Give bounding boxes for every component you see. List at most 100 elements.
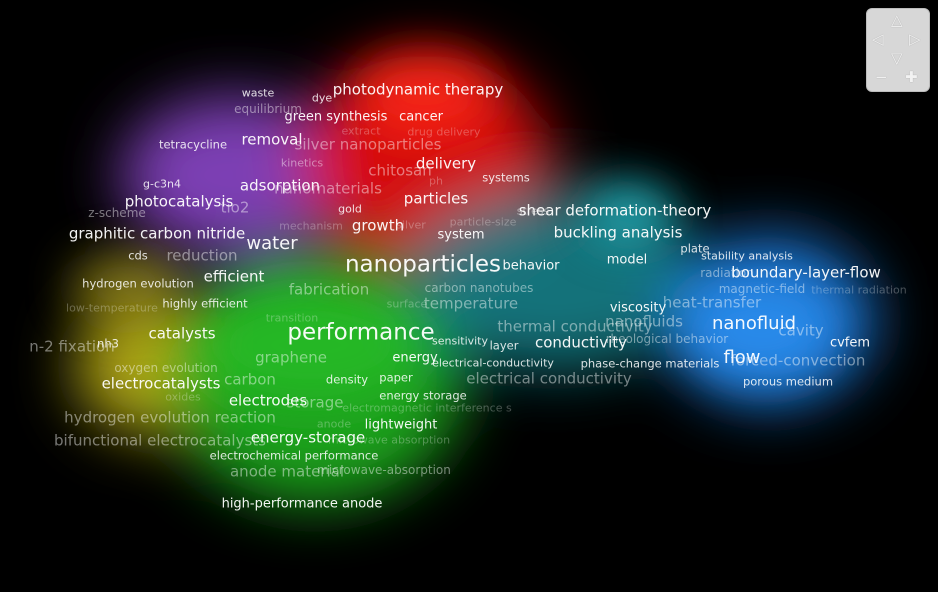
term-label[interactable]: reduction <box>166 246 238 265</box>
term-label[interactable]: g-c3n4 <box>143 177 181 191</box>
term-label[interactable]: electromagnetic interference s <box>342 401 512 415</box>
term-label[interactable]: hydrogen evolution reaction <box>64 408 276 427</box>
term-label[interactable]: silver nanoparticles <box>294 135 442 154</box>
term-label[interactable]: systems <box>482 170 530 185</box>
zoom-out-icon[interactable]: − <box>875 68 888 86</box>
term-label[interactable]: plate <box>680 241 710 256</box>
term-label[interactable]: tio2 <box>220 198 250 217</box>
term-label[interactable]: particles <box>403 189 469 208</box>
term-label[interactable]: model <box>606 252 648 268</box>
term-label[interactable]: electrical-conductivity <box>432 356 554 370</box>
term-label[interactable]: boundary-layer-flow <box>731 263 881 282</box>
term-label[interactable]: cancer <box>399 109 443 125</box>
term-label[interactable]: electrodes <box>228 391 308 410</box>
term-label[interactable]: efficient <box>203 267 265 286</box>
term-label[interactable]: phase-change materials <box>580 356 720 371</box>
term-label[interactable]: energy storage <box>379 388 467 403</box>
term-label[interactable]: magnetic-field <box>718 282 806 296</box>
term-label[interactable]: low-temperature <box>66 301 158 315</box>
term-label[interactable]: performance <box>287 319 435 346</box>
term-label[interactable]: nanoparticles <box>344 251 502 278</box>
term-label[interactable]: graphitic carbon nitride <box>68 224 246 243</box>
term-label[interactable]: oxygen evolution <box>114 361 218 375</box>
term-label[interactable]: density <box>325 372 369 387</box>
term-label[interactable]: electrochemical performance <box>209 448 379 463</box>
term-label[interactable]: anode material <box>229 462 345 481</box>
term-label[interactable]: kinetics <box>280 156 324 170</box>
term-label[interactable]: shear deformation-theory <box>518 201 712 220</box>
term-label[interactable]: drug delivery <box>407 125 481 139</box>
term-label[interactable]: waste <box>241 86 275 100</box>
term-label[interactable]: viscosity <box>609 300 667 316</box>
term-label[interactable]: silver <box>396 218 426 232</box>
term-label[interactable]: radiation <box>700 266 754 280</box>
term-label[interactable]: heat-transfer <box>662 293 762 312</box>
term-label[interactable]: bifunctional electrocatalysts <box>54 431 266 450</box>
term-label[interactable]: transition <box>265 311 319 325</box>
term-label[interactable]: thermal radiation <box>811 283 907 297</box>
term-label[interactable]: cvfem <box>829 335 871 351</box>
term-label[interactable]: nh3 <box>97 336 119 351</box>
term-label[interactable]: growth <box>351 216 405 235</box>
term-label[interactable]: storage <box>286 393 344 412</box>
term-label[interactable]: stability analysis <box>701 249 793 263</box>
term-label[interactable]: chitosan <box>368 161 432 180</box>
term-label[interactable]: temperature <box>423 294 519 313</box>
term-label[interactable]: sensitivity <box>431 334 489 348</box>
pan-right-icon[interactable]: ▷ <box>909 30 921 48</box>
term-label[interactable]: forced-convection <box>730 351 866 370</box>
term-label[interactable]: oxides <box>165 390 201 404</box>
term-label[interactable]: dye <box>311 91 333 105</box>
pan-left-icon[interactable]: ◁ <box>872 30 884 48</box>
term-label[interactable]: cds <box>128 248 148 263</box>
term-label[interactable]: hydrogen evolution <box>82 276 194 291</box>
term-label[interactable]: catalysts <box>148 324 216 343</box>
term-label[interactable]: energy-storage <box>250 428 366 447</box>
term-label[interactable]: green synthesis <box>284 109 388 125</box>
term-label[interactable]: system <box>437 227 485 243</box>
term-label[interactable]: electrical conductivity <box>466 369 632 388</box>
term-label[interactable]: cavity <box>778 321 824 340</box>
term-label[interactable]: nanofluids <box>605 312 683 331</box>
term-label[interactable]: removal <box>241 130 303 149</box>
term-label[interactable]: ph <box>429 174 443 188</box>
term-label[interactable]: buckling analysis <box>553 223 683 242</box>
term-label[interactable]: photocatalysis <box>124 192 234 211</box>
term-label[interactable]: fabrication <box>288 280 370 299</box>
term-label[interactable]: tetracycline <box>158 137 228 152</box>
term-label[interactable]: photodynamic therapy <box>332 80 504 99</box>
term-label[interactable]: flow <box>723 347 761 368</box>
term-label[interactable]: rheological behavior <box>605 332 729 346</box>
term-label[interactable]: adsorption <box>239 176 321 195</box>
term-label[interactable]: conductivity <box>534 333 628 352</box>
term-label[interactable]: mechanism <box>279 219 343 233</box>
zoom-in-icon[interactable]: ✚ <box>905 68 918 86</box>
term-label[interactable]: energy <box>392 350 438 366</box>
pan-up-icon[interactable]: △ <box>891 11 903 29</box>
term-label[interactable]: delivery <box>415 154 477 173</box>
term-label[interactable]: surface <box>386 297 428 311</box>
term-label[interactable]: thermal conductivity <box>497 317 653 336</box>
term-label[interactable]: highly efficient <box>162 296 248 311</box>
term-label[interactable]: behavior <box>502 258 560 274</box>
term-label[interactable]: extract <box>341 124 381 138</box>
term-label[interactable]: water <box>246 233 298 254</box>
term-label[interactable]: nanofluid <box>711 313 797 334</box>
term-label[interactable]: carbon <box>224 370 276 389</box>
term-label[interactable]: layer <box>489 338 519 353</box>
term-label[interactable]: anode <box>316 417 352 431</box>
term-label[interactable]: microwave absorption <box>327 433 451 447</box>
term-label[interactable]: stress <box>516 204 550 218</box>
term-label[interactable]: carbon nanotubes <box>424 281 534 295</box>
term-label[interactable]: high-performance anode <box>221 496 383 512</box>
term-label[interactable]: z-scheme <box>88 206 146 220</box>
term-label[interactable]: microwave-absorption <box>317 463 451 477</box>
term-label[interactable]: lightweight <box>364 417 438 433</box>
term-label[interactable]: graphene <box>255 348 327 367</box>
term-label[interactable]: paper <box>379 370 413 385</box>
term-label[interactable]: particle-size <box>449 215 517 229</box>
term-label[interactable]: n-2 fixation <box>29 337 115 356</box>
pan-down-icon[interactable]: ▽ <box>891 49 903 67</box>
term-label[interactable]: equilibrium <box>234 102 302 116</box>
term-label[interactable]: gold <box>338 202 362 216</box>
